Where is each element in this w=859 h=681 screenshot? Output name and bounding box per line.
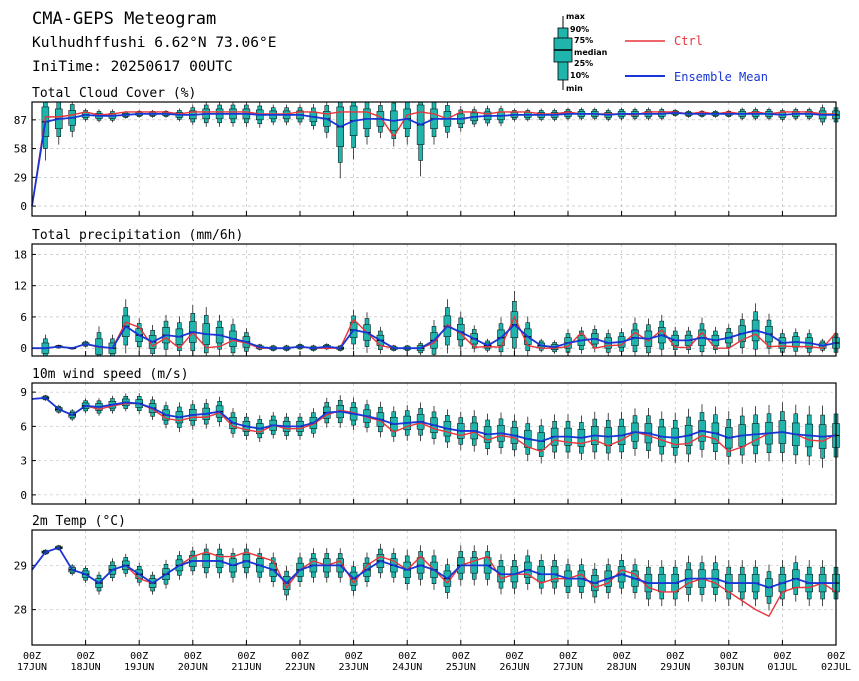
ctrl-series-line (31, 111, 836, 207)
ensemble-mean-line (32, 323, 837, 350)
y-tick-label: 0 (20, 342, 27, 355)
x-hour-label: 00Z (237, 651, 255, 662)
legend-label-p90: 90% (570, 25, 589, 34)
x-date-label: 27JUN (553, 662, 583, 673)
x-date-label: 23JUN (339, 662, 369, 673)
x-date-label: 25JUN (446, 662, 476, 673)
x-hour-label: 00Z (398, 651, 416, 662)
box-plot (430, 101, 438, 145)
y-tick-label: 3 (20, 455, 27, 468)
box-plot (390, 102, 398, 147)
chart-title: CMA-GEPS Meteogram (32, 9, 216, 29)
x-hour-label: 00Z (130, 651, 148, 662)
y-tick-label: 0 (20, 489, 27, 502)
panel-0: 0 29 58 87 (14, 101, 840, 217)
panel-title-precip: Total precipitation (mm/6h) (32, 228, 243, 243)
panel-frame (31, 382, 837, 505)
panel-1: 0 6 12 18 (14, 243, 840, 357)
y-tick-label: 29 (14, 559, 27, 572)
panel-title-temp: 2m Temp (°C) (32, 514, 126, 529)
x-hour-label: 00Z (720, 651, 738, 662)
legend-ctrl-label: Ctrl (674, 34, 703, 48)
box-plot (631, 317, 639, 356)
y-tick-label: 58 (14, 143, 27, 156)
x-hour-label: 00Z (77, 651, 95, 662)
x-axis: 00Z17JUN00Z18JUN00Z19JUN00Z20JUN00Z21JUN… (17, 651, 851, 673)
y-tick-label: 28 (14, 604, 27, 617)
y-tick-label: 12 (14, 280, 27, 293)
box-plot (95, 326, 103, 357)
x-date-label: 29JUN (660, 662, 690, 673)
legend-label-median: median (574, 48, 608, 57)
x-date-label: 02JUL (821, 662, 851, 673)
x-hour-label: 00Z (345, 651, 363, 662)
x-date-label: 26JUN (499, 662, 529, 673)
legend-mean-label: Ensemble Mean (674, 70, 768, 84)
x-hour-label: 00Z (666, 651, 684, 662)
y-tick-label: 0 (20, 200, 27, 213)
legend-label-max: max (566, 12, 586, 21)
x-hour-label: 00Z (505, 651, 523, 662)
y-tick-label: 87 (14, 114, 27, 127)
box-plot (403, 101, 411, 145)
x-date-label: 22JUN (285, 662, 315, 673)
legend: max 90% 75% median 25% 10% min Ctrl Ense… (553, 12, 768, 93)
box-plot (68, 102, 76, 138)
y-tick-label: 6 (20, 311, 27, 324)
panel-title-cloud: Total Cloud Cover (%) (32, 86, 196, 101)
box-plot (336, 101, 344, 179)
y-tick-label: 6 (20, 420, 27, 433)
box-plot (41, 334, 50, 357)
y-tick-label: 18 (14, 248, 27, 261)
x-hour-label: 00Z (291, 651, 309, 662)
panel-frame (31, 243, 837, 357)
legend-label-p25: 25% (574, 59, 593, 68)
x-date-label: 20JUN (178, 662, 208, 673)
ensemble-mean-line (31, 112, 836, 207)
x-date-label: 21JUN (231, 662, 261, 673)
ensemble-mean-line (31, 546, 836, 589)
box-plot (363, 101, 371, 145)
location-label: Kulhudhffushi 6.62°N 73.06°E (32, 35, 276, 51)
y-tick-label: 9 (20, 386, 27, 399)
panel-frame (31, 529, 837, 646)
box-plot (55, 101, 63, 145)
x-date-label: 24JUN (392, 662, 422, 673)
ctrl-series-line (31, 397, 837, 453)
x-date-label: 01JUL (767, 662, 797, 673)
x-date-label: 17JUN (17, 662, 47, 673)
box-plot (698, 317, 706, 356)
box-plot (202, 307, 210, 356)
x-hour-label: 00Z (452, 651, 470, 662)
x-hour-label: 00Z (559, 651, 577, 662)
x-date-label: 28JUN (607, 662, 637, 673)
box-plot (443, 102, 452, 139)
panel-title-wind: 10m wind speed (m/s) (32, 367, 189, 382)
box-plot (349, 101, 358, 160)
y-tick-label: 29 (14, 171, 27, 184)
x-date-label: 18JUN (71, 662, 101, 673)
x-hour-label: 00Z (773, 651, 791, 662)
x-hour-label: 00Z (23, 651, 41, 662)
panel-2: 0 3 6 9 (20, 382, 840, 505)
legend-label-p10: 10% (570, 71, 589, 80)
x-date-label: 30JUN (714, 662, 744, 673)
ctrl-series-line (32, 315, 837, 350)
legend-label-min: min (566, 84, 583, 93)
ensemble-mean-line (31, 396, 837, 443)
x-hour-label: 00Z (184, 651, 202, 662)
init-time-label: IniTime: 20250617 00UTC (32, 59, 233, 75)
panel-3: 28 29 (14, 529, 840, 646)
legend-label-p75: 75% (574, 36, 593, 45)
panel-frame (31, 101, 837, 217)
panels: 0 29 58 87 0 6 12 18 0 3 6 9 28 29 (14, 101, 840, 646)
x-date-label: 19JUN (124, 662, 154, 673)
x-hour-label: 00Z (613, 651, 631, 662)
x-hour-label: 00Z (827, 651, 845, 662)
